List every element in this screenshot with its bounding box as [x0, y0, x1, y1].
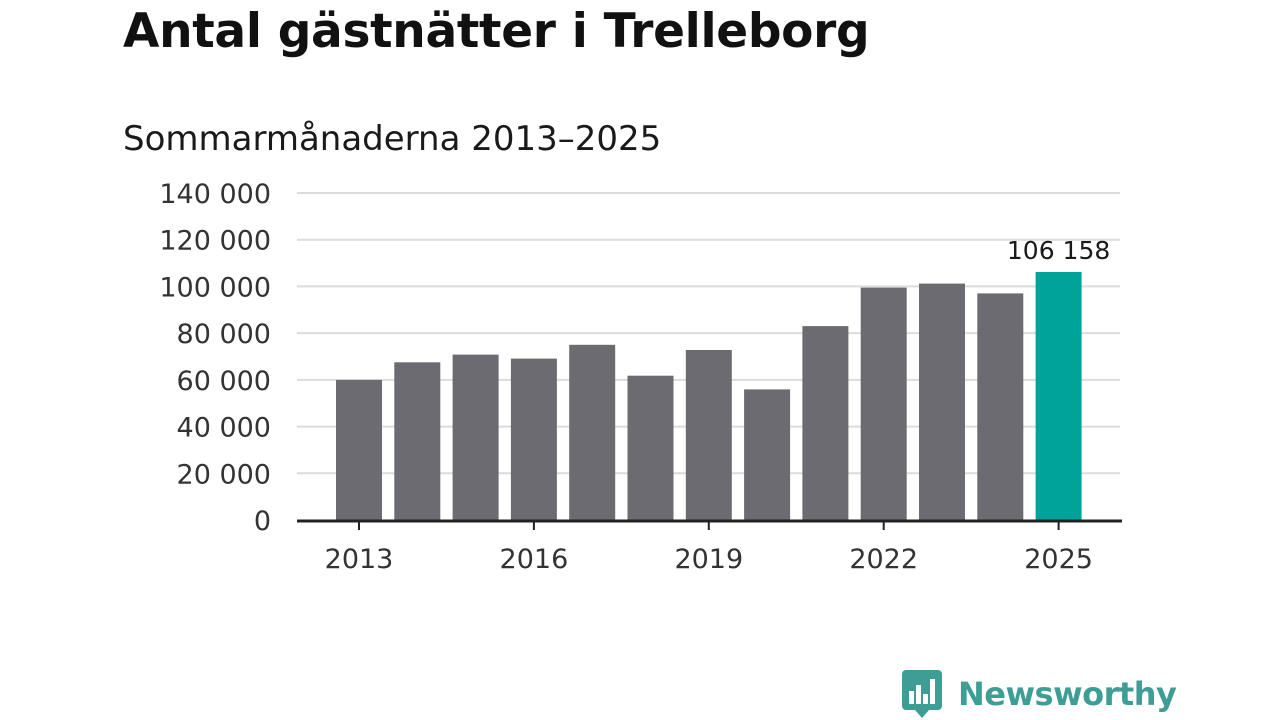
- bar-2016: [510, 358, 557, 520]
- newsworthy-logo-icon: [902, 670, 942, 718]
- x-tick-label: 2016: [500, 544, 569, 575]
- bar-2018: [627, 375, 674, 520]
- newsworthy-brand: Newsworthy: [902, 670, 1177, 718]
- y-tick-label: 100 000: [159, 272, 271, 303]
- bar-2021: [802, 326, 849, 520]
- bar-2020: [744, 389, 791, 520]
- bar-2023: [919, 283, 965, 520]
- y-tick-label: 0: [254, 506, 271, 537]
- bar-annotation-label: 106 158: [1007, 236, 1110, 265]
- y-tick-label: 60 000: [177, 366, 271, 397]
- chart-subtitle: Sommarmånaderna 2013–2025: [123, 119, 662, 159]
- bar-2015: [452, 354, 499, 520]
- y-axis-tick-labels: 0 20 000 40 000 60 000 80 000 100 000 120 000 1…: [159, 179, 271, 537]
- bars: [336, 272, 1082, 520]
- x-tick-label: 2025: [1024, 544, 1093, 575]
- x-axis-ticks: 2013 2016 2019 2022 2025: [325, 521, 1093, 575]
- bar-2014: [394, 362, 441, 520]
- y-tick-label: 40 000: [177, 413, 271, 444]
- y-tick-label: 20 000: [177, 459, 271, 490]
- bar-2022: [860, 287, 907, 520]
- chart-title: Antal gästnätter i Trelleborg: [123, 4, 870, 59]
- y-tick-label: 140 000: [159, 179, 271, 210]
- y-tick-label: 80 000: [177, 319, 271, 350]
- bar-2024: [977, 293, 1024, 520]
- bar-2013: [336, 379, 382, 520]
- x-tick-label: 2022: [849, 544, 918, 575]
- bar-2019: [685, 350, 732, 520]
- bar-2017: [569, 344, 616, 520]
- bar-2025: [1035, 272, 1082, 520]
- y-tick-label: 120 000: [159, 226, 271, 257]
- x-tick-label: 2019: [674, 544, 743, 575]
- brand-name: Newsworthy: [958, 675, 1177, 713]
- x-tick-label: 2013: [325, 544, 394, 575]
